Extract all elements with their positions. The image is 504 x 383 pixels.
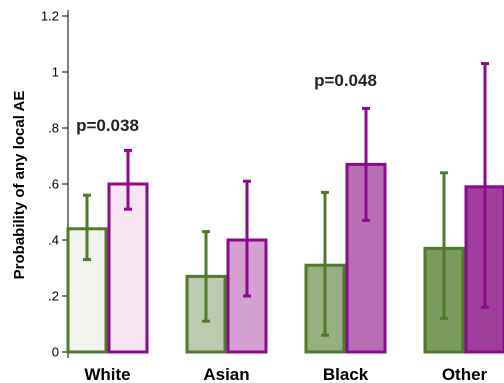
y-axis-label: Probability of any local AE: [11, 91, 28, 280]
p-value-annotation: p=0.048: [314, 71, 377, 90]
y-tick-label: .2: [48, 289, 59, 304]
bar-white-s2: [107, 182, 149, 354]
p-value-annotation: p=0.038: [76, 116, 139, 135]
category-label-black: Black: [323, 365, 369, 383]
y-tick-label: .8: [48, 121, 59, 136]
category-label-other: Other: [442, 365, 488, 383]
annotations: p=0.038 p=0.048: [76, 71, 377, 135]
category-labels: White Asian Black Other: [84, 365, 487, 383]
y-tick-label: .4: [48, 233, 59, 248]
y-tick-label: 1: [52, 65, 59, 80]
error-bars: [83, 62, 489, 337]
y-tick-label: 0: [52, 345, 59, 360]
axes: 0 .2 .4 .6 .8 1 1.2: [41, 9, 69, 360]
y-tick-label: .6: [48, 177, 59, 192]
y-tick-label: 1.2: [41, 9, 59, 24]
category-label-white: White: [84, 365, 130, 383]
category-label-asian: Asian: [203, 365, 249, 383]
bars: [66, 162, 504, 354]
